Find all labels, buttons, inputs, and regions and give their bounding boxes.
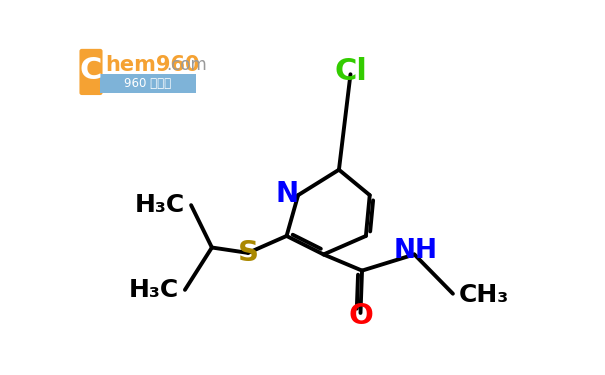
Text: S: S xyxy=(238,239,258,267)
Text: H₃C: H₃C xyxy=(128,278,178,302)
Text: .com: .com xyxy=(166,56,207,74)
Text: N: N xyxy=(276,180,299,208)
Text: NH: NH xyxy=(394,238,438,264)
Text: H₃C: H₃C xyxy=(135,193,185,217)
Text: Cl: Cl xyxy=(334,57,367,86)
Text: C: C xyxy=(80,56,102,85)
Text: CH₃: CH₃ xyxy=(459,283,509,307)
Text: O: O xyxy=(348,302,373,330)
FancyBboxPatch shape xyxy=(79,49,102,95)
Text: 960 化工网: 960 化工网 xyxy=(125,77,172,90)
FancyBboxPatch shape xyxy=(100,74,197,93)
Text: hem960: hem960 xyxy=(105,55,200,75)
